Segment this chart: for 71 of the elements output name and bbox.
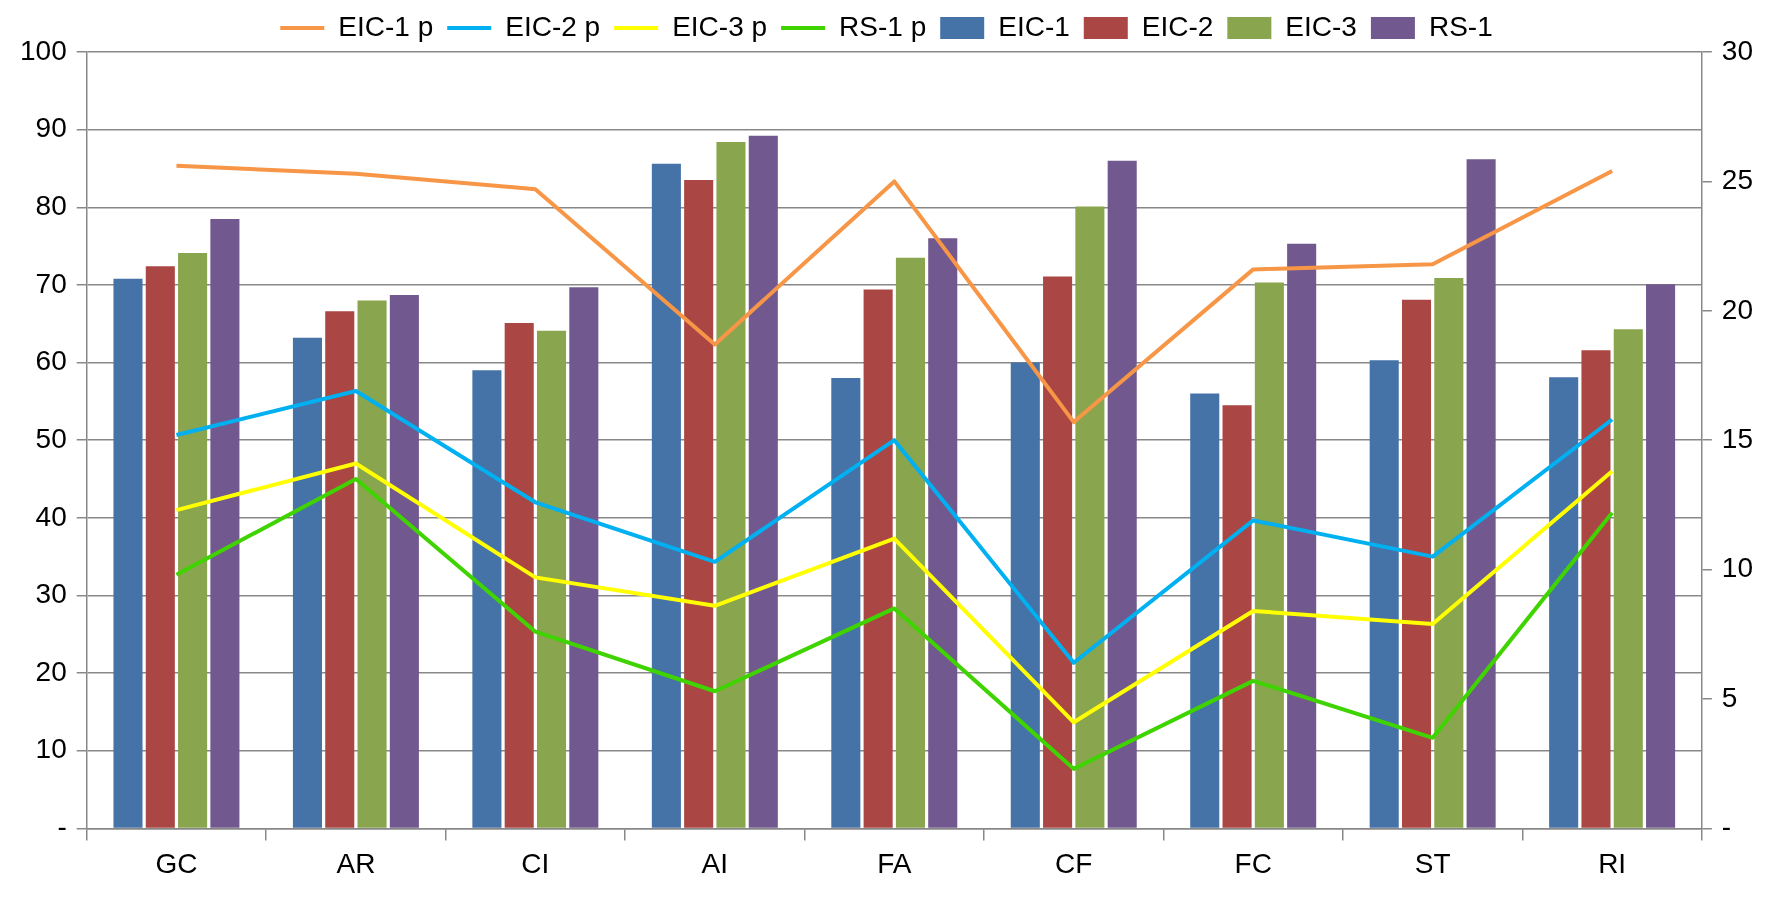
bar: [145, 266, 175, 828]
y-tick-label: 70: [35, 267, 67, 299]
legend-label: EIC-3 p: [672, 10, 768, 42]
bar: [325, 311, 355, 828]
bar: [504, 322, 534, 828]
bar: [292, 337, 322, 828]
x-tick-label: CI: [521, 847, 550, 879]
y2-tick-label: 15: [1721, 422, 1754, 454]
y-tick-label: -: [57, 811, 67, 843]
bar: [1401, 299, 1432, 828]
bar: [569, 287, 599, 828]
bar: [1549, 377, 1579, 828]
y-tick-label: 10: [35, 733, 67, 765]
bar: [1369, 360, 1399, 828]
bar: [389, 295, 419, 828]
bar: [210, 218, 240, 828]
legend-label: EIC-3: [1285, 10, 1357, 42]
bar: [684, 180, 714, 828]
bar: [1190, 393, 1220, 828]
bar: [748, 135, 778, 828]
bar: [863, 289, 893, 828]
legend-label: RS-1: [1428, 10, 1493, 42]
bar: [472, 370, 502, 828]
bar: [1222, 405, 1252, 828]
bar: [1075, 206, 1105, 828]
bar: [1646, 284, 1676, 828]
legend-label: EIC-2 p: [505, 10, 601, 42]
bar: [1287, 243, 1317, 828]
x-tick-label: RI: [1598, 847, 1627, 879]
legend-label: EIC-2: [1141, 10, 1214, 42]
bar: [1613, 329, 1643, 828]
legend-label: EIC-1: [998, 10, 1070, 42]
x-tick-label: ST: [1414, 847, 1451, 879]
y-tick-label: 20: [35, 655, 67, 687]
y2-tick-label: 5: [1721, 681, 1738, 713]
y2-tick-label: -: [1721, 811, 1732, 843]
bar: [928, 238, 958, 828]
y-tick-label: 90: [35, 112, 67, 144]
y2-tick-label: 10: [1721, 552, 1754, 584]
bar: [1581, 350, 1611, 828]
bar: [113, 278, 143, 828]
x-tick-label: FA: [877, 847, 912, 879]
y-tick-label: 50: [35, 422, 67, 454]
x-tick-label: CF: [1055, 847, 1093, 879]
y-tick-label: 60: [35, 345, 67, 377]
bar: [1043, 276, 1073, 828]
legend-label: EIC-1 p: [338, 10, 434, 42]
bar: [357, 300, 387, 828]
y-tick-label: 30: [35, 578, 67, 610]
bar: [1107, 160, 1137, 828]
bar: [1434, 277, 1464, 828]
y-tick-label: 40: [35, 500, 67, 532]
x-tick-label: GC: [155, 847, 198, 879]
bar: [1010, 362, 1040, 828]
bar: [716, 142, 746, 828]
y2-tick-label: 20: [1721, 293, 1754, 325]
bar: [178, 253, 208, 828]
x-tick-label: AR: [336, 847, 376, 879]
x-tick-label: AI: [701, 847, 729, 879]
y2-tick-label: 25: [1721, 164, 1754, 196]
legend-label: RS-1 p: [839, 10, 927, 42]
bar: [895, 257, 925, 828]
bar: [1466, 159, 1496, 828]
bar: [536, 330, 567, 828]
y-tick-label: 80: [35, 190, 67, 221]
bar: [651, 163, 681, 828]
y2-tick-label: 30: [1721, 34, 1754, 66]
bar: [1254, 282, 1284, 828]
bar: [831, 378, 861, 828]
y-tick-label: 100: [20, 34, 67, 66]
x-tick-label: FC: [1234, 847, 1272, 879]
